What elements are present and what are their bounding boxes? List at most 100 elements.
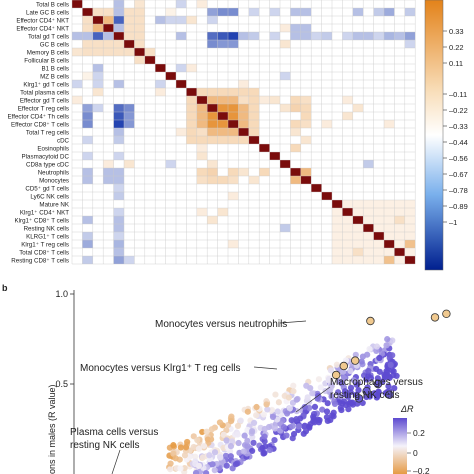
heatmap-colorbar-tick-label: –0.56 xyxy=(449,154,468,163)
panel-b-label: b xyxy=(2,283,8,293)
scatter-point xyxy=(227,453,234,460)
scatter-point xyxy=(271,425,279,432)
heatmap-cell xyxy=(82,152,93,160)
scatter-point xyxy=(337,393,344,401)
heatmap-cell xyxy=(165,160,176,168)
heatmap-cell xyxy=(384,216,395,224)
heatmap-cell xyxy=(196,112,208,120)
heatmap-cell xyxy=(186,136,197,144)
heatmap-cell xyxy=(92,40,104,48)
annotation-plasma-line1: Plasma cells versus xyxy=(70,427,158,438)
heatmap-cell xyxy=(321,32,332,40)
scatter-point xyxy=(167,466,174,473)
heatmap-cell xyxy=(269,32,280,40)
heatmap-cell xyxy=(363,256,374,264)
scatter-highlighted-point xyxy=(354,394,364,403)
heatmap-cell xyxy=(82,112,93,120)
heatmap-cell xyxy=(259,168,270,176)
scatter-point xyxy=(340,375,348,382)
heatmap-row-label: Follicular B cells xyxy=(24,57,69,64)
heatmap-cell xyxy=(113,240,124,248)
heatmap-cell xyxy=(186,104,197,112)
scatter-point xyxy=(381,374,388,381)
heatmap-cell xyxy=(92,8,104,16)
heatmap-cell xyxy=(290,8,301,16)
scatter-point xyxy=(373,365,380,373)
heatmap-cell xyxy=(82,240,93,248)
heatmap-cell xyxy=(228,104,239,112)
heatmap-cell xyxy=(384,232,395,240)
heatmap-cell xyxy=(248,104,260,112)
heatmap-cell xyxy=(113,168,124,176)
scatter-y-axis-label: ons in males (R value) xyxy=(47,384,57,474)
heatmap-cell xyxy=(217,8,228,16)
heatmap-cell xyxy=(373,232,384,240)
heatmap-cell xyxy=(124,24,135,32)
heatmap-cell xyxy=(373,32,384,40)
heatmap-cell xyxy=(113,248,124,256)
heatmap-cell xyxy=(394,216,405,224)
heatmap-cell xyxy=(404,32,416,40)
heatmap-cell xyxy=(248,128,260,136)
scatter-point xyxy=(376,354,383,362)
scatter-point xyxy=(373,343,381,350)
heatmap-cell xyxy=(217,128,228,136)
heatmap-cell xyxy=(113,136,124,144)
scatter-point xyxy=(390,368,397,375)
heatmap-cell xyxy=(228,40,239,48)
heatmap-cell xyxy=(207,40,218,48)
scatter-point xyxy=(192,461,199,468)
heatmap-cell xyxy=(228,88,239,96)
heatmap-cell xyxy=(217,40,228,48)
heatmap-cell xyxy=(134,0,145,8)
heatmap-cell xyxy=(352,200,364,208)
heatmap-cell xyxy=(196,176,208,184)
heatmap-cell xyxy=(103,8,114,16)
scatter-point xyxy=(306,423,313,430)
heatmap-row-label: Klrg1⁺ gd T cells xyxy=(23,81,69,88)
heatmap-cell xyxy=(113,80,124,88)
scatter-point xyxy=(181,452,189,459)
scatter-point xyxy=(227,443,235,450)
heatmap-cell xyxy=(404,208,416,216)
heatmap-cell xyxy=(352,224,364,232)
heatmap-cell xyxy=(373,248,384,256)
scatter-point xyxy=(283,432,290,439)
heatmap-cell xyxy=(280,40,291,48)
scatter-point xyxy=(328,393,335,400)
heatmap-cell xyxy=(186,64,197,72)
heatmap-cell xyxy=(269,96,280,104)
scatter-point xyxy=(244,408,251,415)
heatmap-cell xyxy=(404,232,416,240)
heatmap-cell xyxy=(238,96,249,104)
heatmap-cell xyxy=(196,120,208,128)
scatter-point xyxy=(172,455,179,462)
heatmap-row-label: cDC xyxy=(57,137,70,144)
heatmap-cell xyxy=(113,112,124,120)
heatmap-cell xyxy=(300,120,312,128)
heatmap-cell xyxy=(404,40,416,48)
heatmap-cell xyxy=(238,80,249,88)
scatter-point xyxy=(167,460,174,467)
heatmap-colorbar-tick-label: –0.78 xyxy=(449,186,468,195)
scatter-point xyxy=(358,358,365,365)
heatmap-cell xyxy=(394,200,405,208)
scatter-colorbar-tick-label: 0.2 xyxy=(413,428,425,438)
heatmap-cell xyxy=(384,240,395,248)
heatmap-cell xyxy=(165,72,176,80)
scatter-highlighted-point xyxy=(332,370,341,380)
scatter-point xyxy=(217,454,224,461)
heatmap-cell xyxy=(404,216,416,224)
heatmap-cell xyxy=(342,256,353,264)
heatmap-cell xyxy=(352,216,364,224)
heatmap-cell xyxy=(352,208,364,216)
heatmap-cell xyxy=(92,48,104,56)
heatmap-cell xyxy=(269,8,280,16)
scatter-highlighted-point xyxy=(430,313,440,322)
scatter-point xyxy=(229,438,236,445)
heatmap-cell xyxy=(196,88,208,96)
scatter-colorbar-ticks: 0.2 0 –0.2 xyxy=(407,428,430,474)
scatter-point xyxy=(365,367,372,375)
scatter-point xyxy=(184,438,191,446)
